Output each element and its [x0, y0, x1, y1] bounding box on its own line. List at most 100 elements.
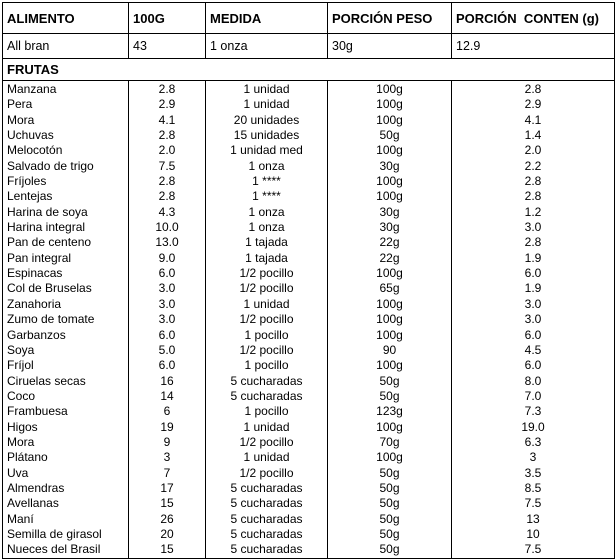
- cell-conten: 7.0: [524, 388, 542, 403]
- cell-medida: 1 unidad: [243, 296, 290, 311]
- cell-conten: 13: [526, 511, 540, 526]
- cell-conten: 7.3: [524, 404, 542, 419]
- cell-conten: 6.0: [524, 358, 542, 373]
- cell-conten: 3.5: [524, 465, 542, 480]
- cell-alimento: Almendras: [7, 480, 65, 495]
- cell-g100: 13.0: [155, 235, 179, 250]
- cell-peso: 50g: [379, 128, 400, 143]
- cell-g100: 20: [160, 526, 174, 541]
- cell-alimento: Pera: [7, 97, 33, 112]
- cell-medida: 1/2 pocillo: [239, 465, 294, 480]
- cell-g100: 10.0: [155, 220, 179, 235]
- cell-g100: 2.0: [158, 143, 176, 158]
- cell-g100: 2.9: [158, 97, 176, 112]
- cell-peso: 50g: [379, 480, 400, 495]
- cell-medida: 1 onza: [205, 33, 328, 59]
- cell-conten: 3: [529, 450, 537, 465]
- cell-g100: 3: [163, 450, 171, 465]
- cell-alimento: Plátano: [7, 450, 48, 465]
- cell-medida: 1/2 pocillo: [239, 342, 294, 357]
- cell-medida: 1 onza: [248, 204, 285, 219]
- cell-conten: 2.9: [524, 97, 542, 112]
- cell-medida: 1 pocillo: [244, 358, 289, 373]
- cell-conten: 7.5: [524, 542, 542, 557]
- cell-alimento: Espinacas: [7, 266, 63, 281]
- cell-peso: 50g: [379, 511, 400, 526]
- cell-peso: 50g: [379, 496, 400, 511]
- column-header-porcion-conten: PORCIÓN CONTEN (g): [451, 2, 615, 34]
- cell-conten: 8.0: [524, 373, 542, 388]
- cell-conten: 2.8: [524, 189, 542, 204]
- cell-medida: 1 tajada: [245, 250, 288, 265]
- section-title-frutas: FRUTAS: [2, 58, 615, 81]
- cell-alimento: Uva: [7, 465, 29, 480]
- cell-conten: 2.0: [524, 143, 542, 158]
- cell-medida: 1 pocillo: [244, 327, 289, 342]
- cell-medida: 1/2 pocillo: [239, 281, 294, 296]
- cell-peso: 50g: [379, 388, 400, 403]
- cell-medida: 1 unidad: [243, 97, 290, 112]
- cell-alimento: Zumo de tomate: [7, 312, 95, 327]
- cell-alimento: Melocotón: [7, 143, 63, 158]
- cell-alimento: Maní: [7, 511, 34, 526]
- cell-alimento: Fríjol: [7, 358, 34, 373]
- cell-g100: 4.1: [158, 112, 176, 127]
- cell-alimento: Col de Bruselas: [7, 281, 92, 296]
- cell-conten: 6.3: [524, 434, 542, 449]
- cell-peso: 70g: [379, 434, 400, 449]
- cell-medida: 5 cucharadas: [230, 526, 303, 541]
- cell-medida: 1/2 pocillo: [239, 312, 294, 327]
- cell-conten: 2.8: [524, 82, 542, 96]
- cell-g100: 14: [160, 388, 174, 403]
- cell-g100: 9.0: [158, 250, 176, 265]
- cell-alimento: Frambuesa: [7, 404, 68, 419]
- cell-g100: 2.8: [158, 82, 176, 96]
- cell-alimento: Pan integral: [7, 250, 72, 265]
- cell-alimento: Salvado de trigo: [7, 158, 94, 173]
- cell-conten: 3.0: [524, 220, 542, 235]
- cell-g100: 19: [160, 419, 174, 434]
- cell-medida: 5 cucharadas: [230, 511, 303, 526]
- column-medida: 1 unidad 1 unidad 20 unidades 15 unidades 1 …: [205, 80, 328, 559]
- column-porcion-peso: 100g 100g 100g 50g 100g 30g 100g 100g 30g 30g 22g 2…: [327, 80, 452, 559]
- column-porcion-conten: 2.8 2.9 4.1 1.4 2.0 2.2 2.8 2.8 1.2 3.0 2.8 1.9 6.0 1…: [451, 80, 615, 559]
- cell-g100: 15: [160, 496, 174, 511]
- cell-medida: 1 unidad med: [230, 143, 303, 158]
- cell-g100: 2.8: [158, 189, 176, 204]
- cell-peso: 100g: [376, 296, 403, 311]
- cell-conten: 19.0: [521, 419, 545, 434]
- cell-g100: 6: [163, 404, 171, 419]
- column-header-alimento: ALIMENTO: [2, 2, 129, 34]
- cell-medida: 20 unidades: [233, 112, 300, 127]
- cell-g100: 7: [163, 465, 171, 480]
- cell-conten: 6.0: [524, 266, 542, 281]
- cell-alimento: Garbanzos: [7, 327, 66, 342]
- cell-conten: 7.5: [524, 496, 542, 511]
- cell-peso: 123g: [376, 404, 403, 419]
- cell-peso: 100g: [376, 327, 403, 342]
- cell-peso: 50g: [379, 373, 400, 388]
- cell-medida: 1 ****: [252, 189, 281, 204]
- cell-alimento: Pan de centeno: [7, 235, 92, 250]
- cell-peso: 100g: [376, 312, 403, 327]
- cell-peso: 100g: [376, 82, 403, 96]
- column-header-porcion-peso: PORCIÓN PESO: [327, 2, 452, 34]
- cell-peso: 30g: [379, 204, 400, 219]
- cell-g100: 4.3: [158, 204, 176, 219]
- cell-alimento: Soya: [7, 342, 35, 357]
- cell-conten: 2.8: [524, 235, 542, 250]
- cell-g100: 17: [160, 480, 174, 495]
- cell-medida: 5 cucharadas: [230, 542, 303, 557]
- cell-alimento: Fríjoles: [7, 174, 47, 189]
- cell-alimento: Higos: [7, 419, 38, 434]
- cell-peso: 100g: [376, 143, 403, 158]
- cell-alimento: Ciruelas secas: [7, 373, 86, 388]
- cell-alimento: Mora: [7, 112, 35, 127]
- cell-conten: 1.4: [524, 128, 542, 143]
- cell-peso: 100g: [376, 419, 403, 434]
- cell-alimento: Lentejas: [7, 189, 53, 204]
- cell-g100: 3.0: [158, 281, 176, 296]
- cell-conten: 1.2: [524, 204, 542, 219]
- cell-g100: 15: [160, 542, 174, 557]
